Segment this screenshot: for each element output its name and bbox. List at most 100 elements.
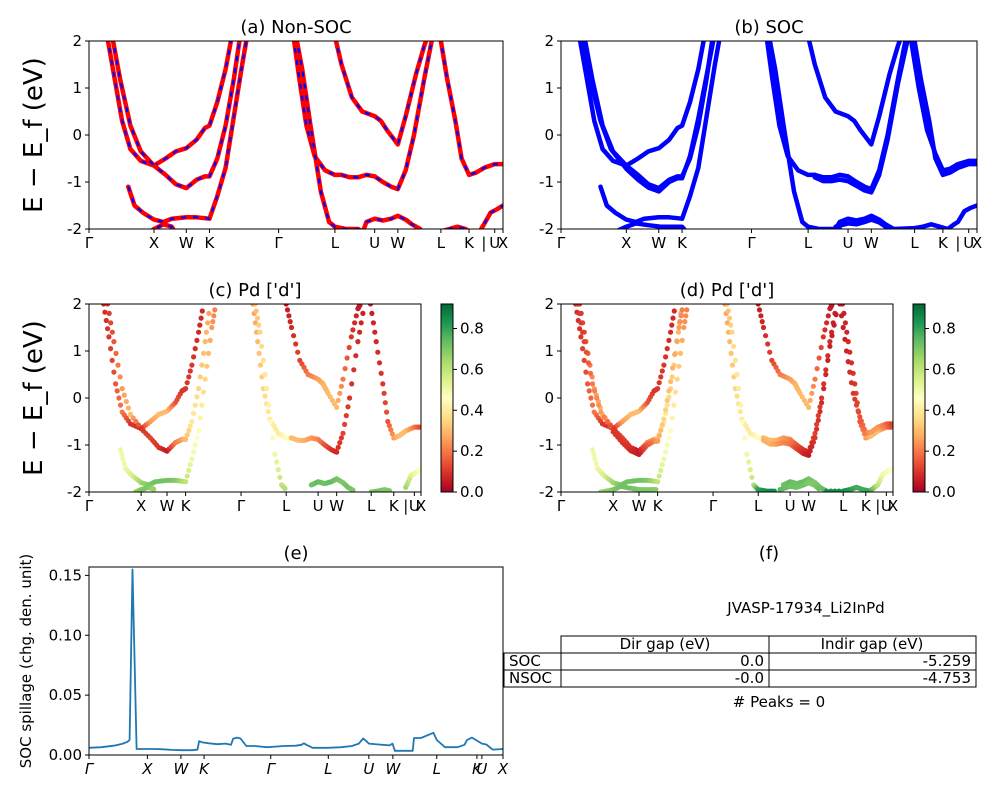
projection-point <box>184 432 190 438</box>
projection-point <box>186 467 192 473</box>
projection-point <box>668 329 674 335</box>
x-tick-label: | <box>403 497 408 515</box>
projection-point <box>196 329 202 335</box>
projection-point <box>829 304 835 308</box>
projection-point <box>732 357 738 363</box>
x-tick-label: U <box>489 234 500 252</box>
projection-point <box>291 333 297 339</box>
projection-point <box>817 404 823 410</box>
projection-point <box>759 319 765 325</box>
colorbar-tick-label: 0.0 <box>460 483 484 501</box>
colorbar-tick-label: 0.6 <box>460 360 484 378</box>
colorbar-tick-label: 0.4 <box>460 401 484 419</box>
table-col-header-indir-gap: Indir gap (eV) <box>821 635 924 653</box>
projection-point <box>194 337 200 343</box>
projection-point <box>189 362 195 368</box>
projection-point <box>825 353 831 359</box>
panel-d-plot <box>573 304 893 492</box>
x-tick-label: W <box>801 497 816 515</box>
band-line-soc <box>767 41 842 229</box>
projection-point <box>106 334 112 340</box>
projection-point <box>810 439 817 445</box>
projection-point <box>583 349 589 355</box>
projection-point <box>677 350 684 356</box>
projection-point <box>378 370 384 376</box>
y-tick-label: -2 <box>539 483 554 501</box>
projection-point <box>814 421 820 427</box>
panel-e-soc-spillage: (e) 0.000.050.100.15Γ X W K Γ L U W L KU X <box>49 543 509 778</box>
projection-point <box>205 350 212 356</box>
panel-c-colorbar-ticks: 0.0 0.2 0.4 0.6 0.8 <box>453 320 484 501</box>
band-line-non-soc <box>294 41 363 229</box>
y-tick-label: -2 <box>539 220 554 238</box>
projection-point <box>889 466 893 472</box>
projection-point <box>728 350 734 356</box>
projection-point <box>288 324 295 331</box>
projection-point <box>192 442 198 448</box>
projection-point <box>676 363 682 369</box>
projection-point <box>114 388 120 394</box>
material-id-label: JVASP-17934_Li2InPd <box>726 599 884 618</box>
projection-point <box>816 355 822 361</box>
projection-point <box>731 343 737 349</box>
projection-point <box>117 447 124 453</box>
projection-point <box>127 411 134 417</box>
x-tick-label: U <box>785 497 796 515</box>
gap-table <box>503 635 977 688</box>
projection-point <box>682 319 688 325</box>
projection-point <box>295 349 301 355</box>
projection-point <box>585 381 591 387</box>
panel-e-axes: 0.000.050.100.15Γ X W K Γ L U W L KU X <box>49 566 509 778</box>
band-line-soc <box>615 221 687 229</box>
projection-point <box>207 337 213 343</box>
x-tick-label: Γ <box>267 760 277 778</box>
projection-point <box>604 419 610 425</box>
projection-point <box>265 408 271 415</box>
projection-point <box>254 315 261 321</box>
x-tick-label: L <box>754 497 763 515</box>
projection-point <box>337 390 343 396</box>
projection-point <box>736 386 742 392</box>
projection-point <box>812 435 818 441</box>
projection-point <box>113 350 119 356</box>
projection-point <box>674 338 680 344</box>
y-tick-label: -2 <box>67 483 82 501</box>
panel-c-title: (c) Pd ['d'] <box>208 280 301 301</box>
projection-point <box>842 320 849 326</box>
projection-point <box>268 418 274 425</box>
projection-point <box>655 386 661 392</box>
projection-point <box>343 413 349 419</box>
projection-point <box>658 467 664 473</box>
projection-point <box>119 386 125 392</box>
band-line-non-soc <box>126 41 249 225</box>
x-tick-label: U <box>409 497 420 515</box>
x-tick-label: K <box>464 234 475 252</box>
panel-a-plot <box>105 41 503 229</box>
projection-point <box>838 313 845 319</box>
projection-point <box>592 388 598 394</box>
projection-point <box>674 376 680 382</box>
projection-point <box>123 398 129 405</box>
projection-point <box>860 422 866 428</box>
projection-point <box>758 313 764 319</box>
projection-point <box>194 435 200 441</box>
y-tick-label: -1 <box>67 173 82 191</box>
x-tick-label: W <box>651 234 666 252</box>
projection-point <box>807 397 813 403</box>
projection-point <box>664 402 670 408</box>
projection-point <box>578 320 584 326</box>
y-tick-label: 2 <box>72 295 82 313</box>
projection-point <box>277 474 283 480</box>
projection-point <box>821 381 827 387</box>
projection-point <box>837 304 843 307</box>
projection-point <box>202 376 208 382</box>
projection-point <box>671 308 677 314</box>
projection-point <box>187 368 193 374</box>
panel-d-colorbar-ticks: 0.0 0.2 0.4 0.6 0.8 <box>925 320 956 501</box>
projection-point <box>388 427 394 433</box>
projection-point <box>204 363 210 369</box>
projection-point <box>825 357 831 363</box>
x-tick-label: L <box>804 234 813 252</box>
projection-point <box>102 309 108 315</box>
